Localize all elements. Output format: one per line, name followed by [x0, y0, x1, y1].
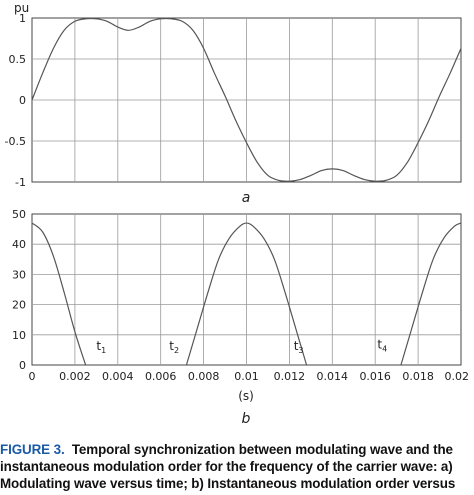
- figure-caption: FIGURE 3. Temporal synchronization betwe…: [0, 441, 474, 492]
- caption-line-3: Modulating wave versus time; b) Instanta…: [0, 476, 456, 491]
- modulating-wave-line: [31, 17, 462, 182]
- x-tick-label-b: 0: [29, 370, 36, 383]
- modulation-order-lines: [31, 222, 462, 366]
- y-tick-label-b: 10: [12, 329, 26, 342]
- y-tick-label-a: 0: [19, 94, 26, 107]
- caption-line-1: FIGURE 3. Temporal synchronization betwe…: [0, 441, 474, 458]
- time-annotations: t1 t2 t3 t4: [96, 337, 387, 355]
- time-annotation: t4: [377, 337, 387, 353]
- y-tick-label-a: -1: [15, 176, 26, 189]
- y-ticks-a: 1 0.5 0 -0.5 -1: [5, 12, 26, 189]
- caption-line-2: instantaneous modulation order for the f…: [0, 459, 453, 474]
- y-tick-label-b: 40: [12, 238, 26, 251]
- x-tick-label-b: 0.004: [102, 370, 134, 383]
- y-tick-label-a: 0.5: [9, 53, 27, 66]
- y-tick-label-a: -0.5: [5, 135, 26, 148]
- panel-label-b: b: [242, 411, 251, 427]
- x-tick-label-b: 0.014: [317, 370, 349, 383]
- y-axis-unit-label: pu: [14, 1, 29, 15]
- x-tick-label-b: 0.016: [359, 370, 391, 383]
- y-tick-label-b: 30: [12, 268, 26, 281]
- x-tick-label-b: 0.02: [445, 370, 470, 383]
- y-tick-label-b: 0: [19, 359, 26, 372]
- x-tick-label-b: 0.018: [402, 370, 434, 383]
- modulation-order-line: [185, 222, 308, 366]
- grid-b: [32, 214, 461, 365]
- caption-text-1: Temporal synchronization between modulat…: [71, 442, 453, 457]
- figure-number: FIGURE 3.: [0, 442, 65, 457]
- x-tick-label-b: 0.008: [188, 370, 220, 383]
- x-tick-label-b: 0.012: [274, 370, 306, 383]
- panel-label-a: a: [242, 190, 251, 206]
- panel-a-modulating-wave: 1 0.5 0 -0.5 -1 pu a: [5, 1, 462, 206]
- modulation-order-line: [400, 222, 462, 366]
- x-tick-label-b: 0.002: [59, 370, 91, 383]
- x-ticks-b: 0 0.002 0.004 0.006 0.008 0.01 0.012 0.014 0.016…: [29, 370, 470, 383]
- panel-b-modulation-order: 50 40 30 20 10 0 0 0.002 0.004 0.006 0.008 0.01 0.0…: [12, 208, 469, 427]
- y-tick-label-b: 20: [12, 299, 26, 312]
- grid-a: [32, 18, 461, 182]
- y-tick-label-a: 1: [19, 12, 26, 25]
- x-axis-unit-label: (s): [238, 389, 254, 403]
- time-annotation: t3: [294, 339, 304, 355]
- x-tick-label-b: 0.01: [234, 370, 259, 383]
- y-ticks-b: 50 40 30 20 10 0: [12, 208, 26, 372]
- modulation-order-line: [31, 222, 87, 366]
- x-tick-label-b: 0.006: [145, 370, 177, 383]
- time-annotation: t1: [96, 339, 106, 355]
- y-tick-label-b: 50: [12, 208, 26, 221]
- time-annotation: t2: [169, 339, 179, 355]
